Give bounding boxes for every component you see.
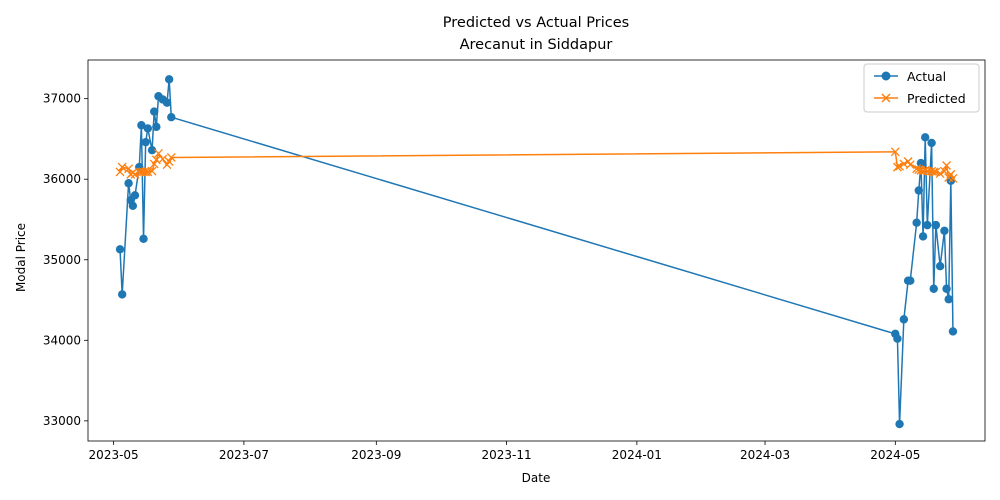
predicted-point — [154, 148, 163, 158]
plot-area: 2023-05 2023-07 2023-09 2023-11 2024-01 2024-… — [43, 59, 986, 462]
predicted-point — [895, 161, 905, 171]
actual-point — [141, 137, 150, 147]
actual-point — [948, 327, 958, 336]
actual-point — [912, 218, 921, 227]
actual-point — [115, 245, 125, 254]
actual-point — [152, 122, 161, 132]
predicted-point — [136, 167, 146, 177]
actual-point — [942, 284, 951, 293]
actual-point — [143, 124, 152, 133]
x-tick-label: 2024-03 — [740, 448, 790, 462]
actual-point — [923, 220, 932, 230]
y-tick-label: 37000 — [43, 92, 81, 106]
actual-point — [927, 138, 936, 148]
actual-point — [150, 107, 159, 116]
predicted-point — [115, 167, 125, 177]
actual-point — [899, 315, 909, 324]
actual-point — [117, 290, 127, 299]
predicted-point — [117, 162, 127, 172]
axes-frame — [87, 59, 986, 442]
actual-point — [906, 276, 915, 285]
predicted-point — [948, 173, 958, 183]
actual-point — [162, 98, 172, 107]
actual-point — [147, 146, 157, 155]
predicted-point — [939, 166, 949, 176]
chart-subtitle: Arecanut in Siddapur — [460, 37, 613, 53]
x-axis-title: Date — [522, 471, 551, 485]
predicted-point — [139, 167, 148, 177]
actual-point — [940, 226, 949, 235]
predicted-point — [918, 166, 928, 176]
chart-title: Predicted vs Actual Prices — [443, 15, 629, 31]
actual-point — [137, 121, 146, 130]
y-tick-label: 36000 — [43, 172, 81, 186]
actual-point — [128, 201, 138, 210]
actual-point — [918, 232, 928, 241]
y-tick-label: 34000 — [43, 333, 81, 347]
legend: Actual Predicted — [863, 63, 980, 113]
y-tick-label: 33000 — [43, 414, 81, 428]
x-tick-label: 2023-07 — [219, 448, 269, 462]
actual-point — [893, 334, 902, 343]
actual-point — [130, 191, 140, 200]
actual-point — [164, 75, 174, 84]
legend-predicted-label: Predicted — [907, 91, 966, 106]
x-tick-label: 2023-05 — [89, 448, 139, 462]
actual-point — [139, 234, 148, 244]
x-tick-label: 2023-11 — [482, 448, 532, 462]
actual-point — [916, 158, 926, 168]
predicted-point — [130, 169, 140, 179]
x-tick-label: 2023-09 — [351, 448, 401, 462]
actual-point — [895, 419, 904, 429]
predicted-point — [935, 169, 945, 179]
predicted-series-line — [119, 151, 954, 179]
predicted-point — [890, 147, 900, 157]
predicted-point — [147, 166, 157, 176]
actual-point — [914, 186, 923, 195]
actual-point — [931, 220, 941, 230]
actual-point — [921, 133, 930, 142]
predicted-point — [929, 167, 939, 177]
actual-point — [944, 295, 953, 304]
predicted-point — [134, 167, 144, 177]
legend-actual-label: Actual — [907, 69, 946, 84]
legend-predicted-marker — [881, 93, 891, 103]
predicted-point — [158, 154, 168, 164]
actual-point — [167, 112, 176, 122]
x-tick-label: 2024-01 — [612, 448, 662, 462]
predicted-point — [166, 153, 176, 162]
actual-point — [124, 179, 133, 188]
predicted-point — [892, 162, 902, 172]
legend-actual-marker — [881, 71, 891, 81]
predicted-point — [942, 161, 952, 170]
actual-point — [935, 262, 945, 271]
x-tick-label: 2024-05 — [870, 448, 920, 462]
actual-point — [929, 284, 938, 293]
y-axis-title: Modal Price — [14, 223, 28, 292]
y-tick-label: 35000 — [43, 253, 81, 267]
predicted-point — [905, 160, 915, 170]
